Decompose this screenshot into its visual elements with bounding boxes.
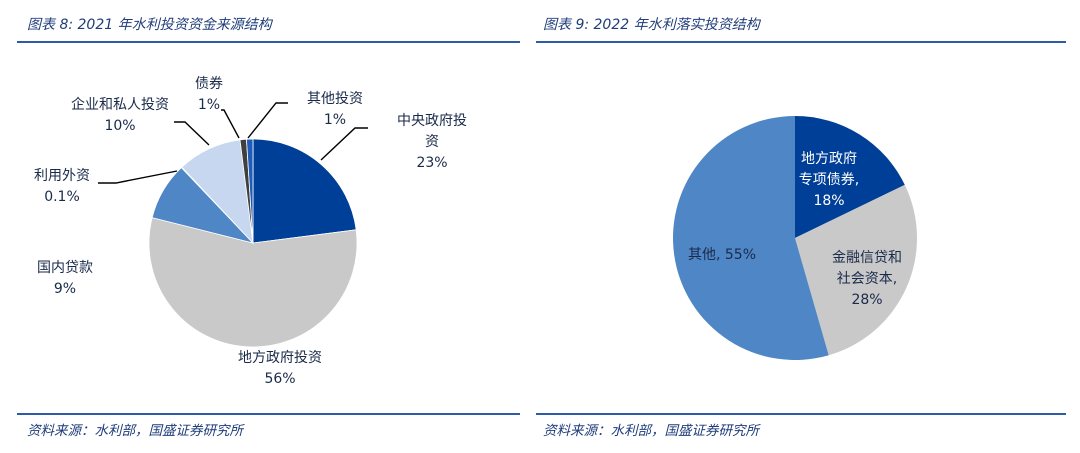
slice-label-3: 其他, 55%: [688, 247, 756, 263]
figure-9-title: 图表 9: 2022 年水利落实投资结构: [543, 17, 760, 33]
slice-label-4: 利用外资 0.1%: [34, 168, 90, 205]
slice-label-3: 国内贷款 9%: [37, 260, 93, 297]
slice-label-7: 其他投资 1%: [307, 91, 363, 128]
figure-8-panel: 图表 8: 2021 年水利投资资金来源结构 中央政府投资 23% 地方政府投资 56…: [0, 0, 530, 453]
figure-9-top-rule: [536, 41, 1066, 43]
slice-label-1: 地方政府专项债券, 18%: [799, 151, 859, 209]
figure-8-top-rule: [17, 41, 520, 43]
pie-slice-7: [246, 138, 254, 244]
pie-slice-1: [795, 116, 905, 238]
figure-8-pie-chart: 中央政府投资 23% 地方政府投资 56% 国内贷款 9% 利用外资 0.1% 企业和私人投资 1…: [34, 76, 467, 387]
slice-label-6: 债券 1%: [195, 76, 223, 113]
leader-line-1: [320, 127, 368, 161]
pie-slice-2: [795, 184, 917, 356]
figure-8-bottom-rule: [17, 413, 520, 415]
leader-line-7: [247, 102, 288, 139]
slice-label-2: 地方政府投资 56%: [238, 350, 322, 387]
pie-slice-2: [148, 217, 358, 348]
figure-8-source: 资料来源：水利部，国盛证券研究所: [27, 423, 243, 439]
leader-line-5: [174, 121, 210, 146]
leader-line-4: [98, 170, 178, 184]
slice-label-1: 中央政府投资 23%: [397, 113, 467, 171]
figure-9-source: 资料来源：水利部，国盛证券研究所: [543, 423, 759, 439]
pie-slice-1: [252, 138, 357, 244]
figure-9-panel: 图表 9: 2022 年水利落实投资结构 地方政府专项债券, 18% 金融信贷和社会…: [536, 0, 1080, 453]
leader-line-6: [221, 109, 240, 139]
figure-9-bottom-rule: [536, 413, 1066, 415]
slice-label-2: 金融信贷和社会资本, 28%: [832, 250, 902, 308]
figure-9-pie-chart: 地方政府专项债券, 18% 金融信贷和社会资本, 28% 其他, 55%: [672, 115, 917, 360]
figure-8-title: 图表 8: 2021 年水利投资资金来源结构: [27, 17, 272, 33]
slice-label-5: 企业和私人投资 10%: [71, 96, 169, 134]
pie-slice-3: [672, 115, 829, 360]
